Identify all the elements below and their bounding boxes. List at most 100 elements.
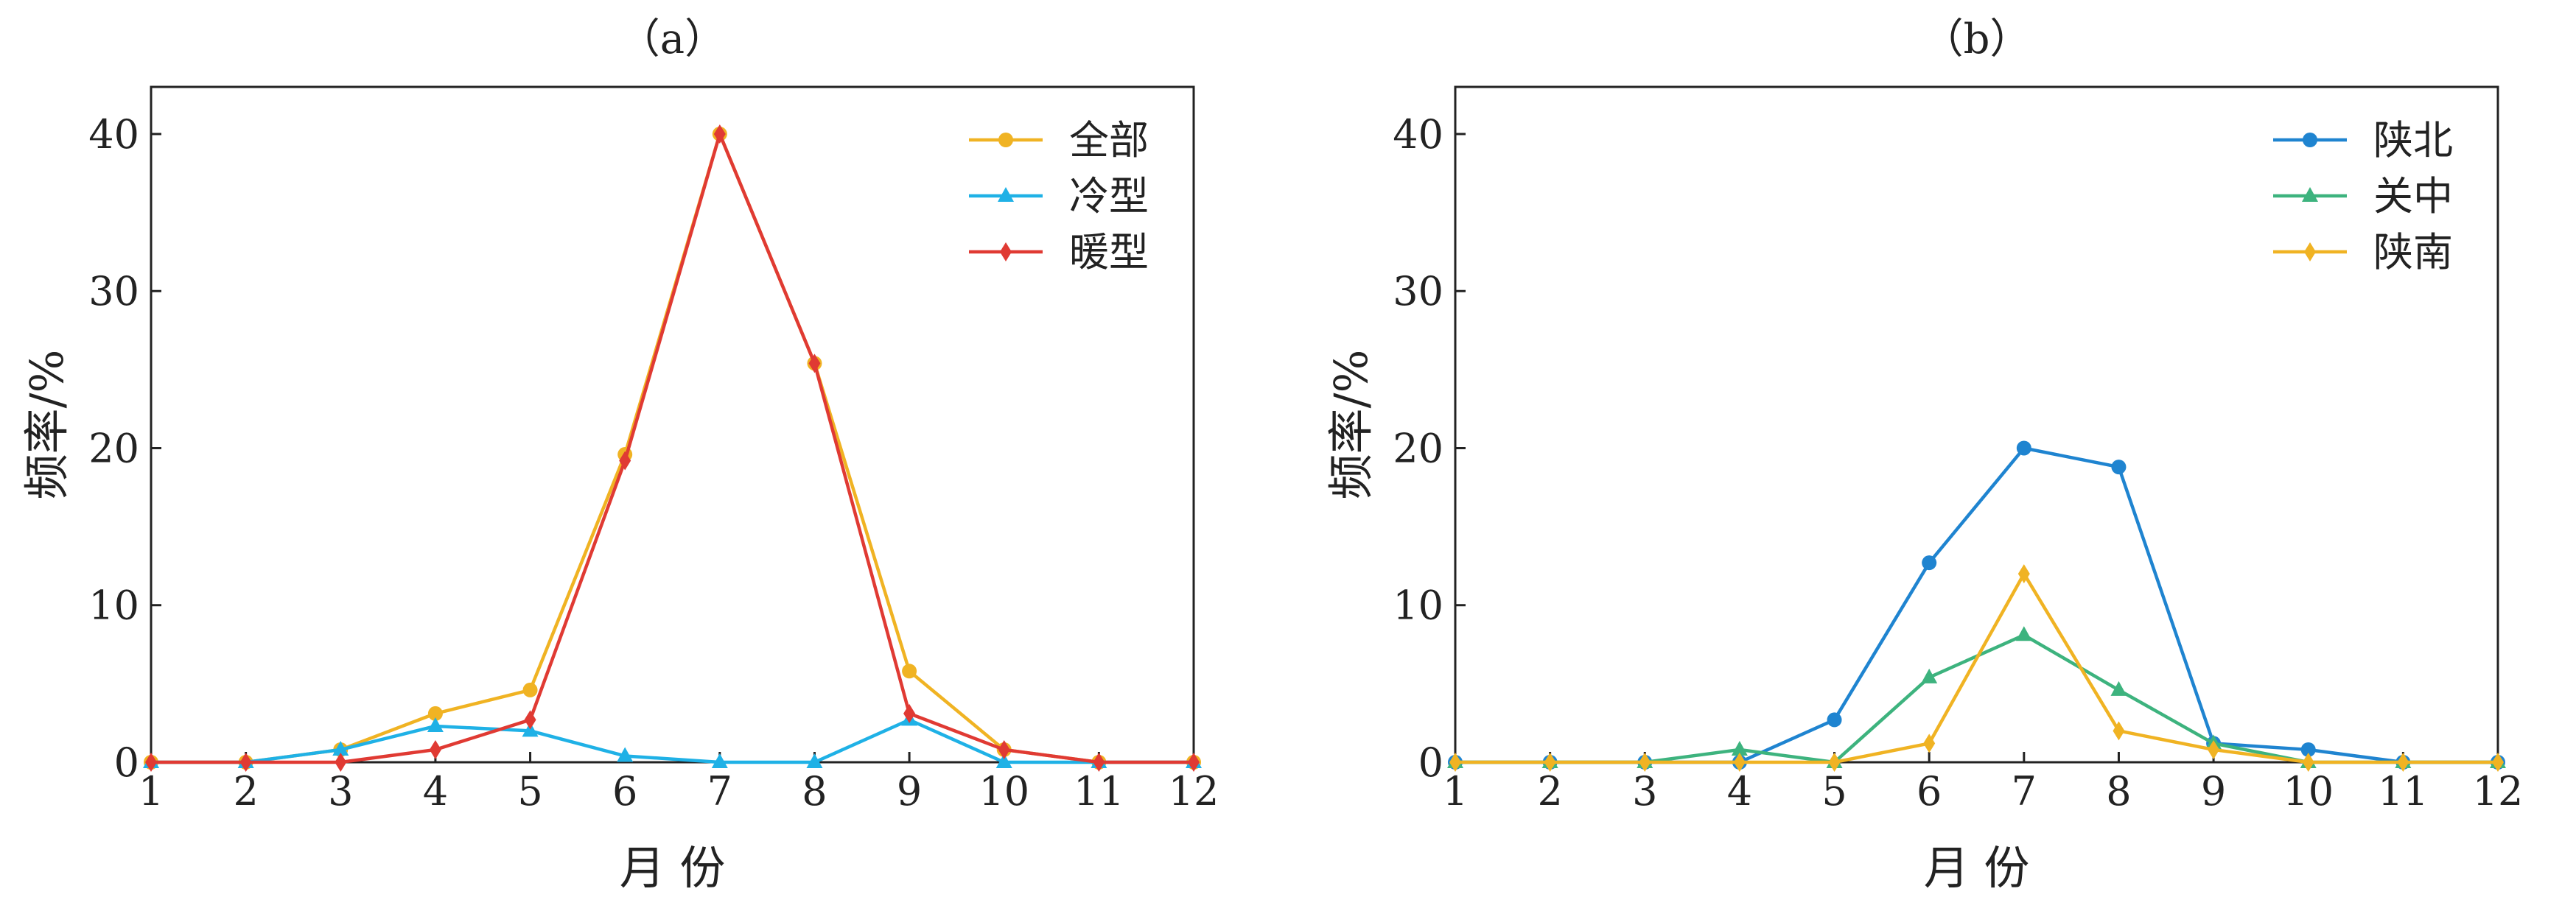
data-point [1827,712,1842,728]
data-point [2300,742,2316,757]
data-point [903,703,916,723]
legend-label: 全部 [1069,117,1149,163]
y-tick-label: 30 [1393,268,1443,314]
x-tick-label: 7 [2012,768,2037,815]
data-point [1922,555,1937,571]
panel-title: （b） [1922,15,2031,63]
x-tick-label: 9 [897,768,922,815]
legend-marker [1000,242,1012,261]
legend-marker [998,133,1013,147]
data-point [2016,440,2031,456]
legend-marker [2304,242,2316,261]
legend-label: 暖型 [1069,229,1149,275]
x-tick-label: 5 [1821,768,1847,815]
data-point [1923,734,1936,753]
x-tick-label: 6 [612,768,637,815]
series-1 [1447,626,2506,768]
data-point [1188,753,1200,772]
data-point [617,747,634,762]
data-point [808,354,821,373]
x-tick-label: 1 [139,768,164,815]
x-tick-label: 6 [1917,768,1942,815]
data-point [806,753,823,768]
x-axis-label: 月 份 [620,841,726,895]
data-point [427,717,444,732]
data-point [429,739,441,759]
x-tick-label: 10 [979,768,1029,815]
plot-frame [150,85,1195,764]
data-point [1828,753,1841,772]
data-point [713,124,726,144]
data-point [711,753,728,768]
x-tick-label: 2 [1537,768,1562,815]
series-1 [143,711,1202,768]
y-tick-label: 0 [1418,739,1443,786]
x-tick-label: 4 [423,768,448,815]
plot-frame [1454,85,2499,764]
data-point [427,706,443,721]
x-tick-label: 9 [2201,768,2226,815]
data-point [2113,721,2125,741]
legend-label: 陕北 [2373,117,2453,163]
data-point [1921,668,1938,683]
legend-marker [2303,133,2317,147]
data-point [619,451,631,471]
data-point [995,753,1012,768]
x-tick-label: 11 [1074,768,1124,815]
y-tick-label: 10 [88,583,139,629]
data-point [145,753,157,772]
legend-label: 关中 [2373,173,2453,219]
y-tick-label: 20 [1393,425,1443,471]
data-point [2111,460,2127,475]
x-tick-label: 2 [233,768,258,815]
data-point [1733,753,1746,772]
series-line [1455,446,2498,764]
data-point [522,682,538,697]
y-tick-label: 40 [88,111,139,158]
data-point [1449,753,1461,772]
data-point [2492,753,2504,772]
x-tick-label: 4 [1727,768,1752,815]
series-2 [145,124,1200,772]
panel-title: （a） [619,15,726,63]
data-point [524,710,536,730]
data-point [1731,740,1748,756]
y-tick-label: 30 [88,268,139,314]
data-point [239,753,252,772]
x-tick-label: 7 [707,768,732,815]
series-2 [1449,564,2504,772]
data-point [2397,753,2409,772]
data-point [335,753,347,772]
x-tick-label: 5 [517,768,542,815]
data-point [902,664,917,679]
data-point [2017,564,2030,584]
y-tick-label: 20 [88,425,139,471]
legend-label: 陕南 [2373,229,2453,275]
legend-marker [2302,187,2318,202]
x-tick-label: 11 [2378,768,2429,815]
y-axis-label: 频率/% [20,350,74,500]
x-tick-label: 8 [2106,768,2131,815]
x-tick-label: 3 [328,768,353,815]
data-point [2110,680,2127,696]
x-tick-label: 10 [2283,768,2334,815]
y-tick-label: 40 [1393,111,1443,158]
data-point [332,740,349,756]
x-tick-label: 12 [2473,768,2524,815]
series-0 [144,126,1201,770]
data-point [1639,753,1651,772]
series-line [1455,633,2498,764]
x-tick-label: 8 [802,768,827,815]
data-point [2015,626,2032,641]
series-line [1455,571,2498,764]
x-tick-label: 12 [1169,768,1219,815]
series-0 [1448,440,2505,770]
series-line [151,718,1194,764]
legend-label: 冷型 [1069,173,1149,219]
y-tick-label: 0 [114,739,139,786]
